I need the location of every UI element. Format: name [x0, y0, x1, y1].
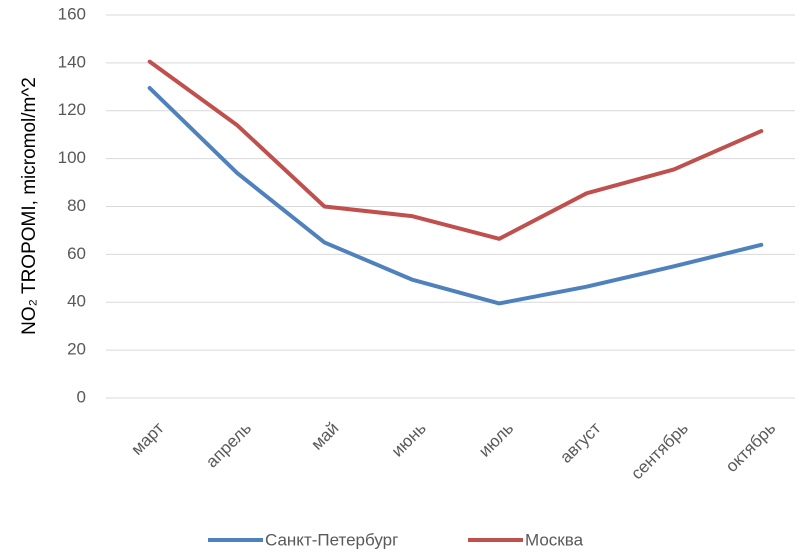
x-tick-label: август — [556, 418, 604, 466]
y-tick-label: 140 — [58, 52, 86, 71]
series-line — [147, 59, 764, 241]
y-tick-label: 0 — [77, 387, 86, 406]
series-line — [147, 86, 764, 306]
y-tick-label: 160 — [58, 4, 86, 23]
y-tick-label: 40 — [67, 292, 86, 311]
x-tick-label: октябрь — [722, 418, 779, 475]
x-tick-label: июнь — [388, 418, 430, 460]
y-tick-label: 20 — [67, 340, 86, 359]
x-tick-label: май — [307, 419, 342, 454]
y-tick-label: 80 — [67, 196, 86, 215]
y-tick-label: 100 — [58, 148, 86, 167]
y-axis-label: NO₂ TROPOMI, micromol/m^2 — [19, 77, 40, 335]
y-tick-label: 120 — [58, 100, 86, 119]
x-tick-label: апрель — [202, 418, 255, 471]
legend-label: Москва — [525, 530, 584, 549]
y-tick-label: 60 — [67, 244, 86, 263]
legend-label: Санкт-Петербург — [265, 530, 398, 549]
x-tick-label: сентябрь — [627, 418, 692, 483]
x-tick-label: март — [127, 418, 167, 458]
x-tick-label: июль — [475, 418, 517, 460]
